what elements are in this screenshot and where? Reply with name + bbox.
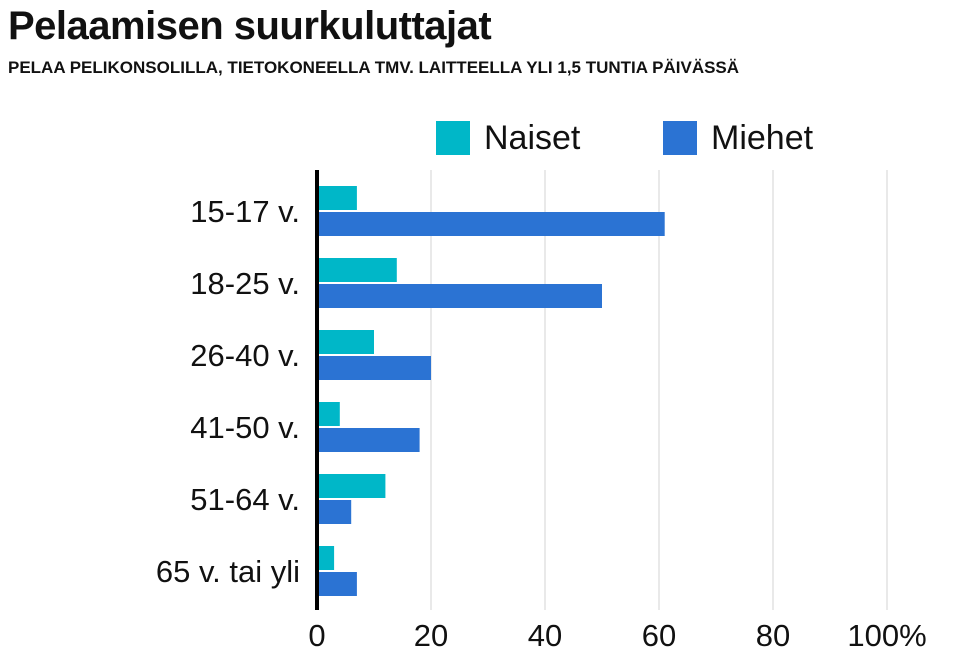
x-tick-label: 0	[308, 618, 325, 653]
bar-naiset-2	[317, 258, 397, 282]
chart-title: Pelaamisen suurkuluttajat	[8, 4, 492, 48]
bar-naiset-3	[317, 330, 374, 354]
x-tick-label: 100%	[847, 618, 926, 653]
category-label: 51-64 v.	[190, 482, 300, 517]
legend-swatch-naiset	[436, 121, 470, 155]
category-label: 41-50 v.	[190, 410, 300, 445]
bar-miehet-5	[317, 500, 352, 524]
x-tick-label: 20	[414, 618, 448, 653]
category-label: 65 v. tai yli	[156, 554, 300, 589]
category-label: 18-25 v.	[190, 266, 300, 301]
x-tick-label: 80	[756, 618, 790, 653]
bar-miehet-2	[317, 284, 602, 308]
bar-miehet-6	[317, 572, 357, 596]
bar-miehet-4	[317, 428, 420, 452]
x-tick-label: 40	[528, 618, 562, 653]
legend-item-miehet: Miehet	[663, 116, 813, 160]
bar-naiset-4	[317, 402, 340, 426]
bar-naiset-1	[317, 186, 357, 210]
bar-miehet-3	[317, 356, 431, 380]
category-label: 15-17 v.	[190, 194, 300, 229]
bar-naiset-6	[317, 546, 335, 570]
legend-label-miehet: Miehet	[711, 118, 814, 157]
legend-swatch-miehet	[663, 121, 697, 155]
category-label: 26-40 v.	[190, 338, 300, 373]
chart-subtitle: PELAA PELIKONSOLILLA, TIETOKONEELLA TMV.…	[8, 58, 740, 77]
chart-legend: Naiset Miehet	[0, 116, 958, 160]
bar-miehet-1	[317, 212, 665, 236]
legend-item-naiset: Naiset	[436, 116, 580, 160]
bar-naiset-5	[317, 474, 386, 498]
x-tick-label: 60	[642, 618, 676, 653]
legend-label-naiset: Naiset	[484, 118, 581, 157]
